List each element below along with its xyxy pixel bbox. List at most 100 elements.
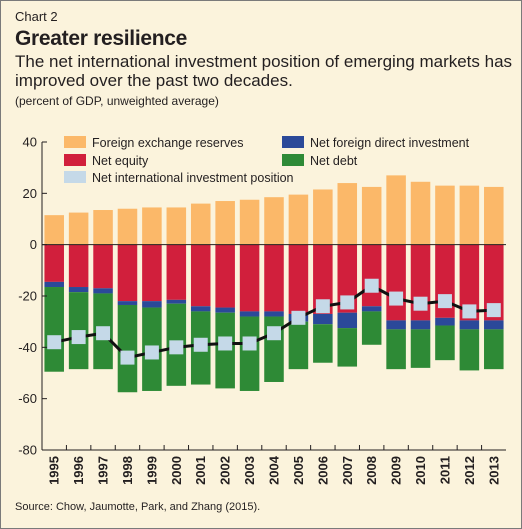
reserves-bar: [361, 186, 382, 245]
legend: Foreign exchange reserves Net foreign dir…: [64, 136, 470, 185]
y-tick-label: -60: [18, 391, 37, 406]
net-fdi-bar: [142, 301, 162, 308]
x-tick-label: 2009: [389, 456, 404, 485]
y-tick-label: 20: [23, 186, 37, 201]
reserves-bar: [288, 194, 309, 245]
niip-marker: [169, 340, 184, 355]
niip-marker: [462, 304, 477, 319]
net-debt-bar: [459, 329, 480, 371]
niip-marker: [437, 294, 452, 309]
net-debt-bar: [313, 324, 333, 363]
net-debt-bar: [386, 329, 406, 370]
y-tick-label: 40: [23, 135, 37, 150]
net-equity-bar: [44, 244, 64, 282]
legend-reserves-label: Foreign exchange reserves: [92, 136, 243, 150]
x-tick-label: 2008: [364, 456, 379, 485]
net-fdi-bar: [459, 320, 480, 330]
x-tick-label: 2007: [340, 456, 355, 485]
net-fdi-bar: [44, 281, 64, 288]
net-fdi-bar: [361, 306, 382, 312]
niip-marker: [413, 296, 428, 311]
niip-marker: [486, 303, 501, 318]
reserves-bar: [459, 185, 480, 245]
net-fdi-bar: [386, 320, 406, 330]
reserves-bar: [93, 210, 113, 245]
net-debt-bar: [435, 325, 455, 361]
reserves-bar: [215, 201, 235, 245]
x-tick-label: 2001: [193, 456, 208, 485]
net-fdi-bar: [117, 301, 138, 305]
legend-net-debt-swatch: [282, 154, 304, 166]
net-equity-bar: [484, 244, 504, 321]
x-tick-label: 1995: [47, 456, 62, 485]
net-equity-bar: [117, 244, 138, 302]
net-equity-bar: [459, 244, 480, 321]
net-debt-bar: [337, 328, 358, 367]
net-equity-bar: [239, 244, 260, 312]
net-fdi-bar: [410, 320, 431, 330]
niip-marker: [340, 295, 355, 310]
reserves-bar: [386, 175, 406, 245]
niip-marker: [144, 345, 159, 360]
x-tick-label: 2005: [291, 456, 306, 485]
x-tick-label: 1996: [71, 456, 86, 485]
niip-marker: [193, 337, 208, 352]
net-fdi-bar: [337, 312, 358, 329]
reserves-bar: [142, 207, 162, 245]
legend-net-equity-swatch: [64, 154, 86, 166]
x-tick-label: 2003: [242, 456, 257, 485]
net-debt-bar: [410, 329, 431, 368]
net-fdi-bar: [166, 299, 187, 304]
net-equity-bar: [361, 244, 382, 307]
niip-marker: [242, 336, 257, 351]
net-equity-bar: [264, 244, 284, 312]
reserves-bar: [166, 207, 187, 245]
y-tick-label: -80: [18, 443, 37, 458]
reserves-bar: [337, 183, 358, 245]
y-tick-label: -20: [18, 289, 37, 304]
x-tick-label: 2002: [218, 456, 233, 485]
reserves-bar: [484, 186, 504, 245]
net-fdi-bar: [435, 317, 455, 326]
legend-niip-label: Net international investment position: [92, 171, 294, 185]
net-fdi-bar: [215, 307, 235, 313]
legend-net-equity-label: Net equity: [92, 154, 149, 168]
net-debt-bar: [288, 321, 309, 370]
bars-layer: [44, 175, 504, 393]
y-tick-label: -40: [18, 340, 37, 355]
chart-unit-note: (percent of GDP, unweighted average): [15, 94, 219, 108]
x-tick-label: 2000: [169, 456, 184, 485]
net-equity-bar: [215, 244, 235, 308]
niip-marker: [291, 310, 306, 325]
x-tick-label: 2010: [413, 456, 428, 485]
net-equity-bar: [288, 244, 309, 314]
net-debt-bar: [361, 311, 382, 345]
net-debt-bar: [117, 304, 138, 393]
y-tick-label: 0: [30, 237, 37, 252]
reserves-bar: [239, 199, 260, 245]
net-equity-bar: [313, 244, 333, 314]
x-tick-label: 2011: [437, 456, 452, 484]
reserves-bar: [435, 185, 455, 245]
legend-net-fdi-label: Net foreign direct investment: [310, 136, 470, 150]
reserves-bar: [313, 189, 333, 245]
niip-marker: [120, 350, 135, 365]
niip-line-layer: [47, 278, 501, 365]
chart-subtitle: The net international investment positio…: [15, 52, 513, 90]
net-debt-bar: [44, 287, 64, 372]
net-fdi-bar: [239, 311, 260, 317]
net-equity-bar: [166, 244, 187, 300]
x-tick-label: 1998: [120, 456, 135, 485]
net-debt-bar: [215, 312, 235, 389]
legend-niip-swatch: [64, 171, 86, 183]
legend-reserves-swatch: [64, 136, 86, 148]
reserves-bar: [117, 208, 138, 245]
net-equity-bar: [93, 244, 113, 289]
net-fdi-bar: [313, 313, 333, 325]
net-fdi-bar: [264, 311, 284, 317]
net-fdi-bar: [68, 287, 89, 293]
reserves-bar: [264, 197, 284, 245]
net-debt-bar: [484, 329, 504, 370]
net-debt-bar: [239, 316, 260, 391]
